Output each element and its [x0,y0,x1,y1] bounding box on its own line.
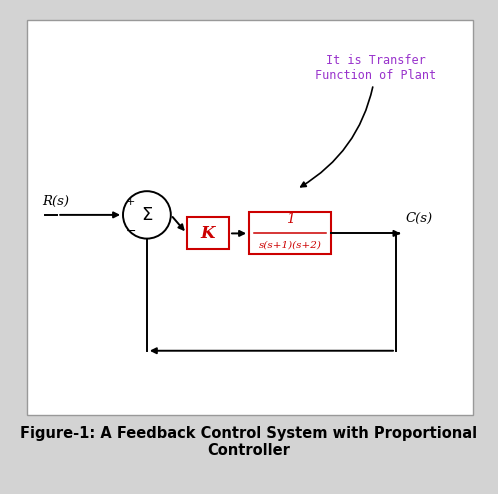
Text: It is Transfer
Function of Plant: It is Transfer Function of Plant [301,53,437,187]
Text: K: K [201,225,215,242]
FancyBboxPatch shape [249,212,331,254]
FancyBboxPatch shape [27,20,473,415]
Text: Σ: Σ [141,206,152,224]
Text: +: + [125,197,135,207]
Text: s(s+1)(s+2): s(s+1)(s+2) [258,241,322,249]
FancyBboxPatch shape [187,217,229,249]
Text: −: − [125,225,136,238]
Text: R(s): R(s) [42,195,69,207]
Text: C(s): C(s) [406,211,433,224]
Text: 1: 1 [286,212,294,226]
Text: Figure-1: A Feedback Control System with Proportional
Controller: Figure-1: A Feedback Control System with… [20,426,478,458]
